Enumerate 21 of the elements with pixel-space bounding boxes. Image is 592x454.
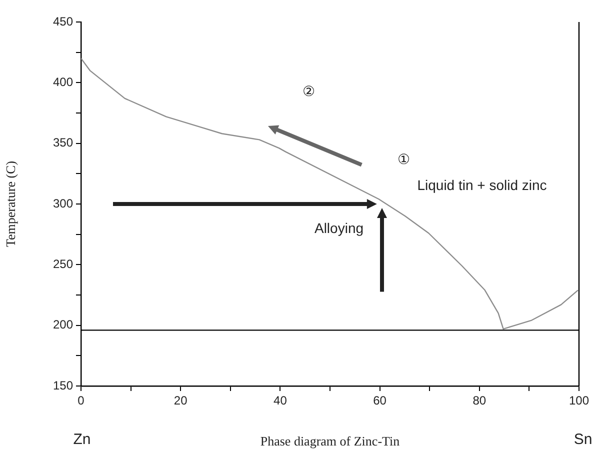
x-tick-label: 40 [274,394,288,408]
y-tick-label: 450 [52,14,74,28]
annotation: Alloying [314,220,364,236]
x-tick-label: 20 [174,394,188,408]
text: Sn [574,431,592,448]
y-tick-label: 350 [52,136,74,150]
text: Zn [73,431,91,448]
x-tick-label: 80 [472,394,486,408]
y-axis-title: Temperature (C) [3,160,18,248]
annotation: ① [398,150,410,167]
y-tick-label: 300 [52,196,74,210]
y-tick-label: 250 [52,256,74,271]
x-tick-label: 0 [78,394,85,408]
x-tick-label: 60 [373,394,387,408]
annotation: Liquid tin + solid zinc [417,176,547,193]
annotation: ② [302,82,316,99]
y-tick-label: 400 [52,74,74,89]
y-tick-label: 200 [52,318,74,332]
x-tick-label: 100 [568,394,590,408]
y-tick-label: 150 [52,378,74,392]
x-axis-title: Phase diagram of Zinc-Tin [260,434,400,449]
